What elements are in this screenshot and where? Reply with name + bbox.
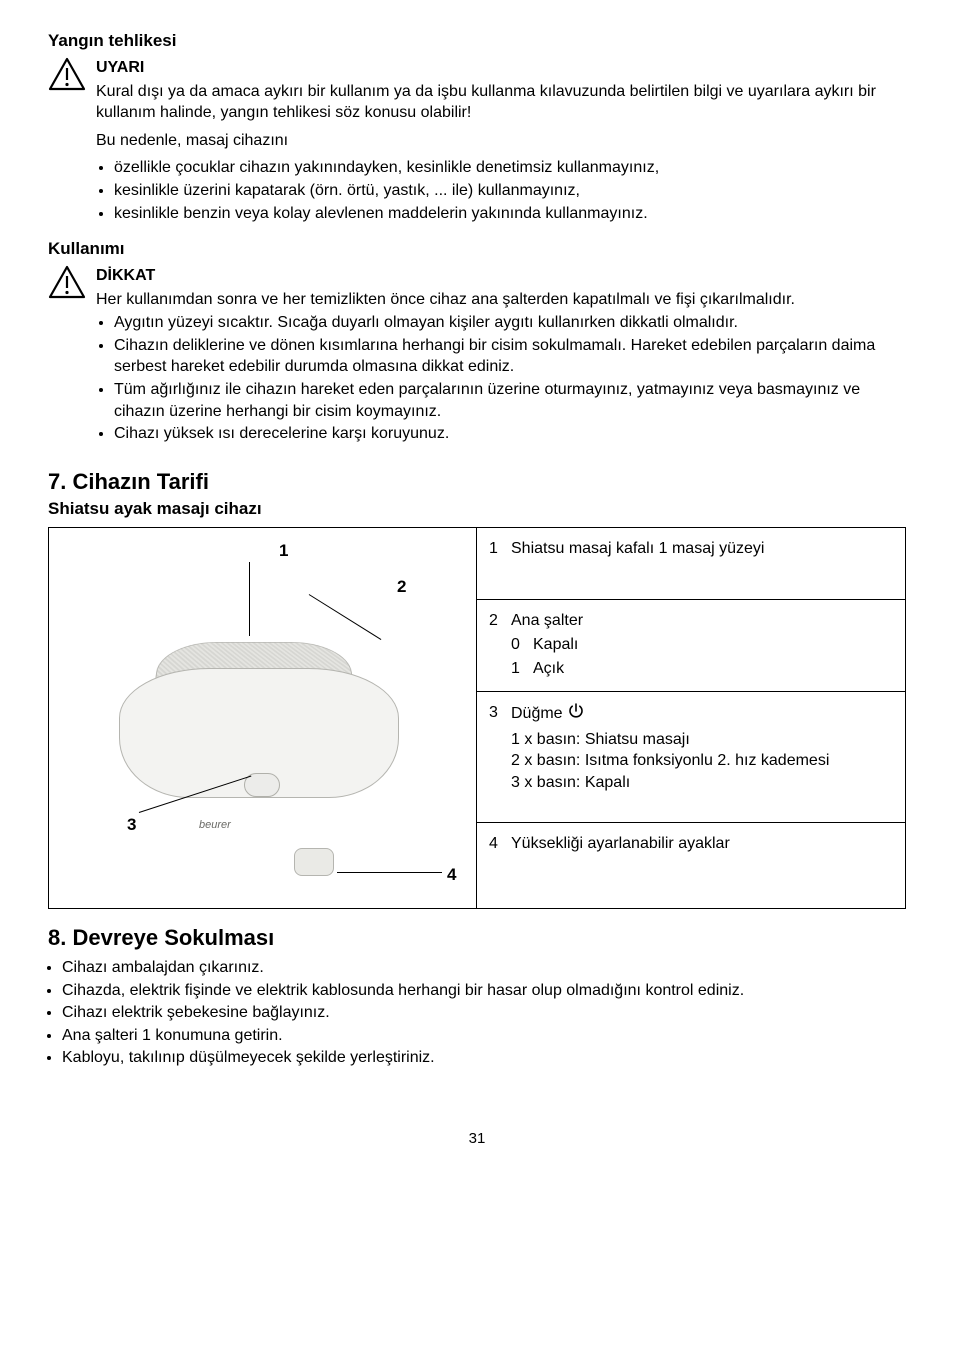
use-para1: Her kullanımdan sonra ve her temizlikten…: [96, 289, 906, 311]
fire-para2: Bu nedenle, masaj cihazını: [96, 130, 906, 152]
fire-warn-title: UYARI: [96, 57, 906, 79]
legend-subtext: Kapalı: [533, 634, 578, 656]
callout-2: 2: [397, 576, 406, 599]
fire-bullets: özellikle çocuklar cihazın yakınındayken…: [96, 157, 906, 224]
legend-num: 3: [489, 702, 503, 727]
legend-cell-4: 4 Yüksekliği ayarlanabilir ayaklar: [477, 823, 905, 909]
fire-warning-block: UYARI Kural dışı ya da amaca aykırı bir …: [48, 57, 906, 232]
legend-subtext: Açık: [533, 658, 564, 680]
device-diagram: beurer 1 2 3 4: [49, 528, 477, 908]
list-item: Cihazı elektrik şebekesine bağlayınız.: [62, 1002, 906, 1024]
device-legend: 1 Shiatsu masaj kafalı 1 masaj yüzeyi 2 …: [477, 528, 905, 908]
use-warn-title: DİKKAT: [96, 265, 906, 287]
section8-heading: 8. Devreye Sokulması: [48, 923, 906, 953]
power-icon: [567, 702, 585, 727]
legend-cell-1: 1 Shiatsu masaj kafalı 1 masaj yüzeyi: [477, 528, 905, 600]
list-item: Cihazı yüksek ısı derecelerine karşı kor…: [114, 423, 906, 445]
legend-num: 4: [489, 833, 503, 855]
list-item: Cihazın deliklerine ve dönen kısımlarına…: [114, 335, 906, 378]
warning-icon: [48, 57, 86, 232]
legend-line: 2 x basın: Isıtma fonksiyonlu 2. hız kad…: [489, 750, 893, 772]
list-item: Cihazı ambalajdan çıkarınız.: [62, 957, 906, 979]
warning-icon: [48, 265, 86, 453]
page-number: 31: [48, 1129, 906, 1149]
use-warning-block: DİKKAT Her kullanımdan sonra ve her temi…: [48, 265, 906, 453]
device-figure-table: beurer 1 2 3 4 1 Shiatsu masaj kafalı 1 …: [48, 527, 906, 909]
legend-subnum: 1: [511, 658, 525, 680]
callout-1: 1: [279, 540, 288, 563]
list-item: Cihazda, elektrik fişinde ve elektrik ka…: [62, 980, 906, 1002]
brand-label: beurer: [199, 818, 231, 833]
list-item: özellikle çocuklar cihazın yakınındayken…: [114, 157, 906, 179]
legend-text: Yüksekliği ayarlanabilir ayaklar: [511, 833, 730, 855]
use-bullets: Aygıtın yüzeyi sıcaktır. Sıcağa duyarlı …: [96, 312, 906, 445]
legend-text: Düğme: [511, 702, 585, 727]
legend-text: Ana şalter: [511, 610, 583, 632]
list-item: kesinlikle benzin veya kolay alevlenen m…: [114, 203, 906, 225]
legend-subnum: 0: [511, 634, 525, 656]
legend-text: Shiatsu masaj kafalı 1 masaj yüzeyi: [511, 538, 764, 560]
legend-cell-2: 2 Ana şalter 0 Kapalı 1 Açık: [477, 600, 905, 692]
legend-line: 1 x basın: Shiatsu masajı: [489, 729, 893, 751]
use-heading: Kullanımı: [48, 238, 906, 261]
section7-sub: Shiatsu ayak masajı cihazı: [48, 498, 906, 521]
list-item: Ana şalteri 1 konumuna getirin.: [62, 1025, 906, 1047]
list-item: Tüm ağırlığınız ile cihazın hareket eden…: [114, 379, 906, 422]
section8-bullets: Cihazı ambalajdan çıkarınız. Cihazda, el…: [48, 957, 906, 1069]
legend-num: 2: [489, 610, 503, 632]
fire-para1: Kural dışı ya da amaca aykırı bir kullan…: [96, 81, 906, 124]
fire-heading: Yangın tehlikesi: [48, 30, 906, 53]
list-item: Aygıtın yüzeyi sıcaktır. Sıcağa duyarlı …: [114, 312, 906, 334]
callout-4: 4: [447, 864, 456, 887]
list-item: kesinlikle üzerini kapatarak (örn. örtü,…: [114, 180, 906, 202]
callout-3: 3: [127, 814, 136, 837]
legend-num: 1: [489, 538, 503, 560]
legend-line: 3 x basın: Kapalı: [489, 772, 893, 794]
legend-cell-3: 3 Düğme 1 x basın: Shiatsu masajı 2 x ba…: [477, 692, 905, 822]
list-item: Kabloyu, takılınıp düşülmeyecek şekilde …: [62, 1047, 906, 1069]
section7-heading: 7. Cihazın Tarifi: [48, 467, 906, 497]
